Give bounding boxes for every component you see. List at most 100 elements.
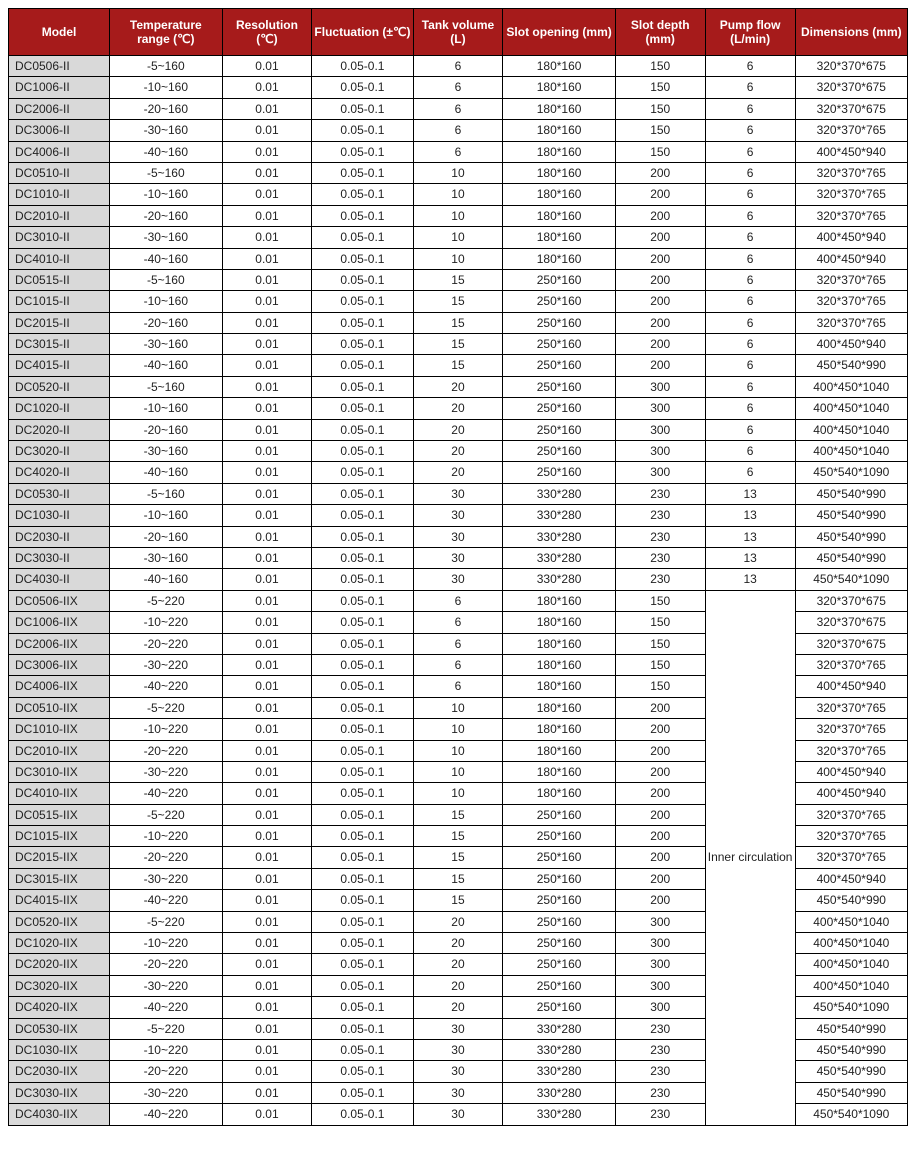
cell: 15	[413, 804, 503, 825]
cell: DC2030-IIX	[9, 1061, 110, 1082]
cell: 230	[615, 1018, 705, 1039]
cell: 300	[615, 954, 705, 975]
cell: 400*450*1040	[795, 376, 907, 397]
cell: 150	[615, 56, 705, 77]
cell: 180*160	[503, 697, 615, 718]
cell: 230	[615, 1104, 705, 1125]
cell: -10~220	[110, 933, 222, 954]
cell: DC4006-IIX	[9, 676, 110, 697]
cell: 200	[615, 804, 705, 825]
cell: 0.05-0.1	[312, 911, 413, 932]
cell: 320*370*765	[795, 740, 907, 761]
cell: DC2015-II	[9, 312, 110, 333]
cell: 0.01	[222, 483, 312, 504]
table-row: DC4006-II-40~1600.010.05-0.16180*1601506…	[9, 141, 908, 162]
cell: -20~160	[110, 312, 222, 333]
cell: 0.01	[222, 590, 312, 611]
table-row: DC1015-II-10~1600.010.05-0.115250*160200…	[9, 291, 908, 312]
cell: 6	[705, 120, 795, 141]
table-body: DC0506-II-5~1600.010.05-0.16180*16015063…	[9, 56, 908, 1126]
cell: 200	[615, 826, 705, 847]
cell: -20~220	[110, 954, 222, 975]
cell: DC2010-II	[9, 205, 110, 226]
cell: 0.05-0.1	[312, 205, 413, 226]
col-header-3: Fluctuation (±℃)	[312, 9, 413, 56]
cell: 150	[615, 654, 705, 675]
cell: 20	[413, 376, 503, 397]
table-row: DC0520-II-5~1600.010.05-0.120250*1603006…	[9, 376, 908, 397]
cell: 300	[615, 997, 705, 1018]
cell: 150	[615, 77, 705, 98]
cell: 20	[413, 954, 503, 975]
cell: 320*370*765	[795, 162, 907, 183]
cell: 20	[413, 933, 503, 954]
cell: 0.05-0.1	[312, 248, 413, 269]
cell: 0.05-0.1	[312, 590, 413, 611]
table-row: DC0530-II-5~1600.010.05-0.130330*2802301…	[9, 483, 908, 504]
cell: 250*160	[503, 847, 615, 868]
cell: 300	[615, 462, 705, 483]
cell: 250*160	[503, 933, 615, 954]
cell: -20~220	[110, 1061, 222, 1082]
cell: DC0510-IIX	[9, 697, 110, 718]
cell: 15	[413, 868, 503, 889]
cell: 0.01	[222, 1104, 312, 1125]
cell: 0.01	[222, 933, 312, 954]
cell: 0.01	[222, 205, 312, 226]
cell: 0.05-0.1	[312, 227, 413, 248]
cell: 30	[413, 1104, 503, 1125]
cell: DC2010-IIX	[9, 740, 110, 761]
cell: 180*160	[503, 77, 615, 98]
cell: 0.05-0.1	[312, 868, 413, 889]
cell: 200	[615, 291, 705, 312]
cell: 400*450*1040	[795, 419, 907, 440]
cell: -5~160	[110, 376, 222, 397]
cell: 450*540*990	[795, 526, 907, 547]
cell: 180*160	[503, 740, 615, 761]
cell: -20~220	[110, 633, 222, 654]
cell: 6	[705, 419, 795, 440]
cell: -5~220	[110, 911, 222, 932]
cell: 15	[413, 334, 503, 355]
cell: 250*160	[503, 355, 615, 376]
cell: 400*450*940	[795, 141, 907, 162]
cell: 200	[615, 868, 705, 889]
cell: 30	[413, 569, 503, 590]
cell: DC4030-II	[9, 569, 110, 590]
table-row: DC1020-II-10~1600.010.05-0.120250*160300…	[9, 398, 908, 419]
cell: -10~160	[110, 505, 222, 526]
cell: -10~220	[110, 612, 222, 633]
cell: DC1015-II	[9, 291, 110, 312]
cell: 0.05-0.1	[312, 847, 413, 868]
cell: -20~220	[110, 847, 222, 868]
cell: 13	[705, 526, 795, 547]
cell: 6	[705, 248, 795, 269]
cell: 250*160	[503, 376, 615, 397]
cell: 330*280	[503, 505, 615, 526]
cell: 0.01	[222, 826, 312, 847]
cell: 450*540*990	[795, 1018, 907, 1039]
cell: 0.05-0.1	[312, 98, 413, 119]
cell: 10	[413, 184, 503, 205]
cell: 230	[615, 526, 705, 547]
cell: 450*540*990	[795, 483, 907, 504]
cell: -5~220	[110, 1018, 222, 1039]
cell: 13	[705, 505, 795, 526]
cell: 0.01	[222, 633, 312, 654]
cell: 200	[615, 355, 705, 376]
cell: DC3020-IIX	[9, 975, 110, 996]
cell: 200	[615, 719, 705, 740]
cell: DC4015-IIX	[9, 890, 110, 911]
cell: 400*450*940	[795, 248, 907, 269]
cell: 250*160	[503, 890, 615, 911]
cell: 0.01	[222, 334, 312, 355]
cell: 6	[705, 162, 795, 183]
cell: 0.01	[222, 997, 312, 1018]
cell: 330*280	[503, 547, 615, 568]
cell: 230	[615, 1082, 705, 1103]
cell: 0.05-0.1	[312, 483, 413, 504]
cell: 250*160	[503, 997, 615, 1018]
cell: 0.01	[222, 162, 312, 183]
cell: 0.01	[222, 462, 312, 483]
cell: 6	[705, 376, 795, 397]
